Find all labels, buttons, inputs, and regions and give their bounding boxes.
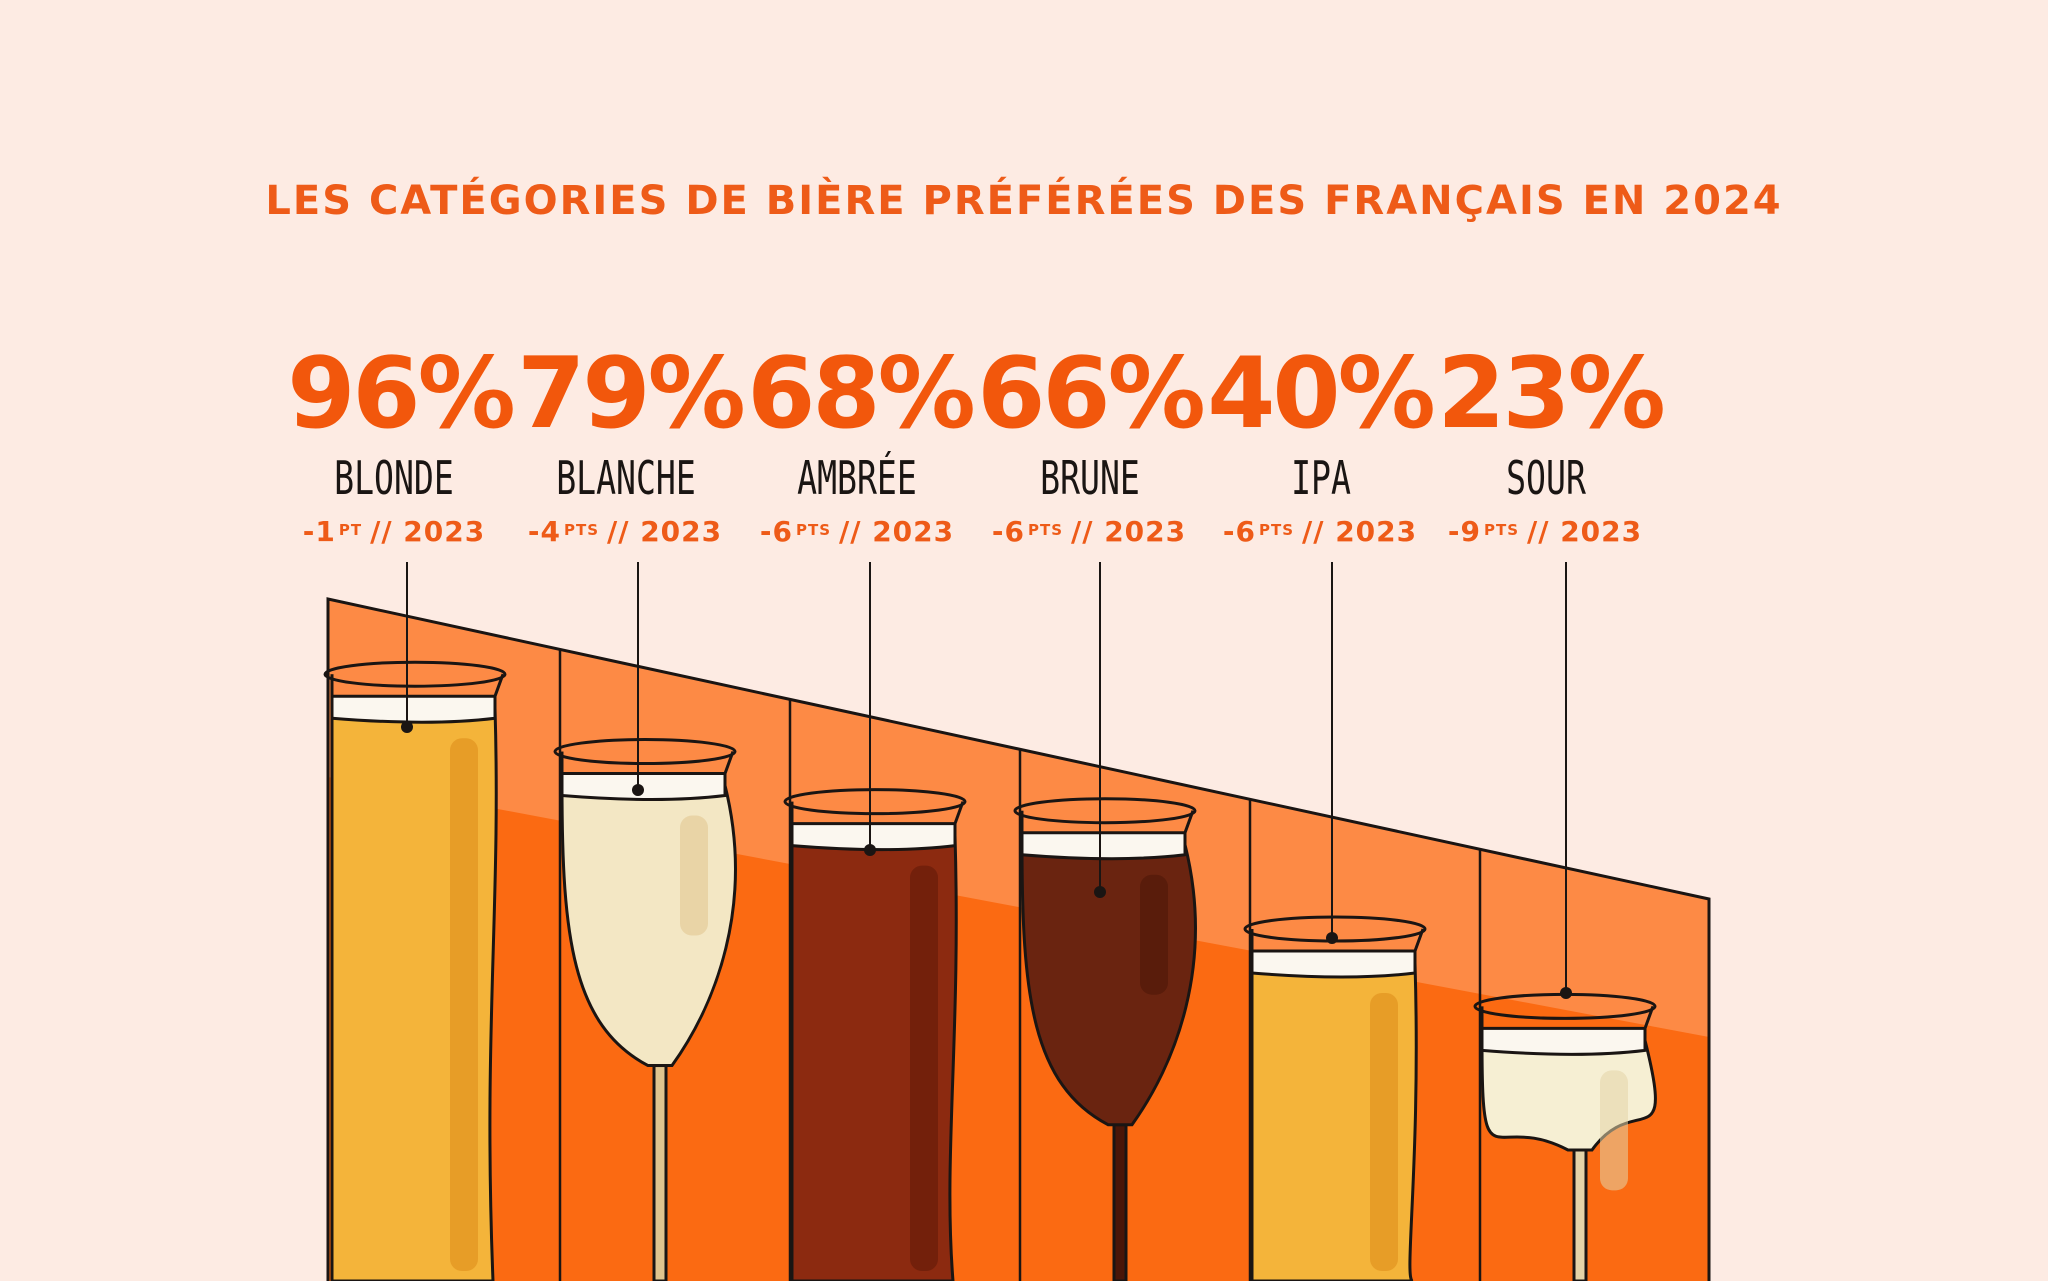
leader-dot (1560, 987, 1572, 999)
change-value: -6 (991, 515, 1025, 548)
beer-foam (560, 772, 727, 802)
beer-foam (1250, 949, 1417, 979)
change-suffix: // 2023 (1071, 515, 1187, 548)
glasses-layer (323, 660, 1657, 1281)
panel-light-band (328, 599, 1709, 1037)
value-label-ipa: 40% (1207, 337, 1436, 451)
change-value: -6 (759, 515, 793, 548)
glass-rim (323, 660, 507, 688)
glass-stem (652, 1064, 668, 1281)
category-label-ambree: AMBRÉE (797, 451, 917, 505)
beer-glass-ambrée (783, 788, 967, 1281)
leader-dot (632, 784, 644, 796)
beer-foam (790, 822, 957, 852)
category-label-ipa: IPA (1291, 451, 1351, 505)
change-value: -4 (527, 515, 561, 548)
change-unit: PTS (1483, 521, 1519, 539)
beer-foam (330, 694, 497, 724)
glass-rim (1013, 797, 1197, 825)
value-label-ambree: 68% (747, 337, 976, 451)
category-label-brune: BRUNE (1040, 451, 1140, 505)
change-suffix: // 2023 (607, 515, 723, 548)
chart-panel (326, 597, 1711, 1281)
change-unit: PT (338, 521, 363, 539)
leader-dot (1326, 932, 1338, 944)
beer-glass-blonde (323, 660, 507, 1281)
change-label-blanche: -4 PTS // 2023 (510, 518, 740, 546)
beer-shading (680, 815, 708, 936)
change-value: -1 (302, 515, 336, 548)
change-suffix: // 2023 (839, 515, 955, 548)
change-label-sour: -9 PTS // 2023 (1430, 518, 1660, 546)
chart-title: LES CATÉGORIES DE BIÈRE PRÉFÉRÉES DES FR… (265, 178, 1783, 224)
glass-rim (553, 738, 737, 766)
glass-stem (1572, 1148, 1588, 1281)
category-label-sour: SOUR (1506, 451, 1586, 505)
beer-shading (1370, 993, 1398, 1271)
panel-outline (326, 597, 1711, 1281)
beer-glass-ipa (1243, 915, 1427, 1281)
leader-dot (864, 844, 876, 856)
glass-edge-right (723, 751, 735, 775)
change-unit: PTS (1027, 521, 1063, 539)
glass-edge-right (1183, 810, 1195, 834)
change-label-blonde: -1 PT // 2023 (279, 518, 509, 546)
beer-foam (1020, 831, 1187, 861)
value-label-brune: 66% (977, 337, 1206, 451)
value-label-blanche: 79% (517, 337, 746, 451)
glass-edge-right (493, 673, 505, 697)
beer-foam (1480, 1026, 1647, 1056)
beer-shading (910, 865, 938, 1271)
change-suffix: // 2023 (370, 515, 486, 548)
change-value: -6 (1222, 515, 1256, 548)
change-unit: PTS (563, 521, 599, 539)
beer-glass-blanche (553, 738, 737, 1281)
beer-shading (450, 738, 478, 1271)
change-value: -9 (1447, 515, 1481, 548)
beer-glass-brune (1013, 797, 1197, 1281)
beer-shading (1600, 1070, 1628, 1191)
change-label-brune: -6 PTS // 2023 (974, 518, 1204, 546)
change-suffix: // 2023 (1302, 515, 1418, 548)
beer-shading (1140, 874, 1168, 995)
change-suffix: // 2023 (1527, 515, 1643, 548)
glass-stem (1112, 1123, 1128, 1281)
leader-dot (401, 721, 413, 733)
glass-rim (783, 788, 967, 816)
beer-glass-sour (1473, 992, 1657, 1281)
change-label-ipa: -6 PTS // 2023 (1205, 518, 1435, 546)
change-unit: PTS (1258, 521, 1294, 539)
leader-lines-layer (401, 562, 1572, 999)
change-label-ambree: -6 PTS // 2023 (742, 518, 972, 546)
value-label-blonde: 96% (287, 337, 516, 451)
glass-edge-right (953, 801, 965, 825)
category-label-blanche: BLANCHE (556, 451, 696, 505)
category-label-blonde: BLONDE (334, 451, 454, 505)
change-unit: PTS (795, 521, 831, 539)
value-label-sour: 23% (1437, 337, 1666, 451)
glass-edge-right (1643, 1005, 1655, 1029)
leader-dot (1094, 886, 1106, 898)
glass-edge-right (1413, 928, 1425, 952)
